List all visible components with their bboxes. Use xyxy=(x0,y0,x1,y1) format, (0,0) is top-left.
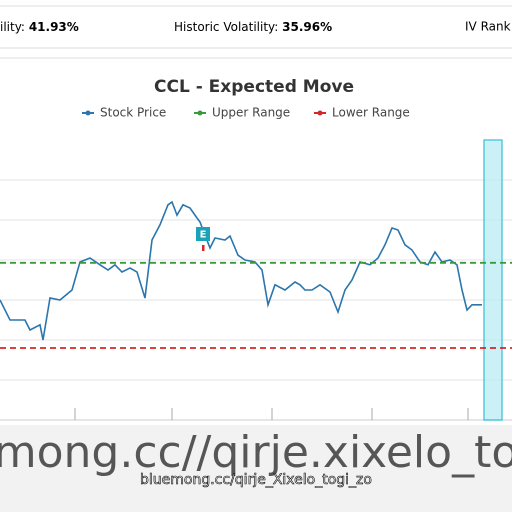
stat-label: IV Rank xyxy=(465,20,511,34)
watermark-large: mong.cc//qirje.xixelo_to xyxy=(0,427,512,478)
stat-value: 35.96% xyxy=(282,20,332,34)
watermark-small: bluemong.cc/qirje_Xixelo_togi_zo xyxy=(140,472,372,488)
stat-label: ility: xyxy=(0,20,25,34)
legend-dot xyxy=(85,110,91,116)
highlight-band xyxy=(483,139,503,421)
plot: E xyxy=(0,139,512,421)
earnings-badge xyxy=(196,227,210,241)
legend-dot xyxy=(197,110,203,116)
legend-dot xyxy=(317,110,323,116)
earnings-tick xyxy=(202,245,205,251)
stat: Historic Volatility: 35.96% xyxy=(174,20,332,34)
watermark-bg xyxy=(0,425,512,512)
legend-label: Upper Range xyxy=(212,106,290,120)
earnings-label: E xyxy=(200,230,207,241)
stats-bar xyxy=(0,5,512,49)
series-line xyxy=(0,200,482,341)
stat-value: 41.93% xyxy=(29,20,79,34)
legend-label: Stock Price xyxy=(100,106,166,120)
legend-label: Lower Range xyxy=(332,106,410,120)
stat: ility: 41.93% xyxy=(0,20,79,34)
legend: Stock Price Upper Range Lower Range xyxy=(82,106,410,120)
chart-title: CCL - Expected Move xyxy=(154,77,354,97)
stat-label: Historic Volatility: xyxy=(174,20,278,34)
